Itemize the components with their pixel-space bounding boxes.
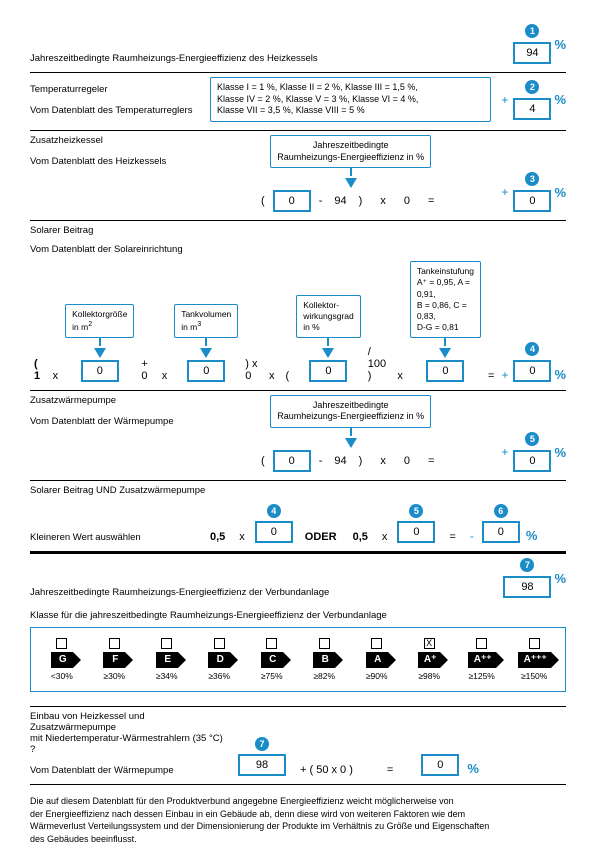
class-option[interactable]: A ≥90% bbox=[352, 638, 402, 681]
label: Jahreszeitbedingte Raumheizungs-Energiee… bbox=[30, 53, 318, 64]
class-range: ≥30% bbox=[103, 671, 125, 681]
checkbox[interactable] bbox=[319, 638, 330, 649]
class-range: ≥75% bbox=[261, 671, 283, 681]
class-option[interactable]: E ≥34% bbox=[142, 638, 192, 681]
sublabel: Vom Datenblatt des Heizkessels bbox=[30, 156, 200, 167]
label: Zusatzheizkessel bbox=[30, 135, 200, 146]
calc-mul: 0 bbox=[404, 195, 410, 207]
label: Einbau von Heizkessel und Zusatzwärmepum… bbox=[30, 711, 230, 755]
class-label: A bbox=[366, 652, 388, 668]
label: Solarer Beitrag bbox=[30, 225, 566, 236]
percent-sign: % bbox=[554, 37, 566, 52]
plus-sign: + bbox=[501, 93, 508, 107]
checkbox[interactable] bbox=[109, 638, 120, 649]
col-efficiency: Kollektor- wirkungsgrad in % 0 bbox=[296, 295, 361, 382]
row-class-selector: Klasse für die jahreszeitbedingte Raumhe… bbox=[30, 606, 566, 707]
class-option[interactable]: X A⁺ ≥98% bbox=[404, 638, 454, 681]
checkbox[interactable] bbox=[529, 638, 540, 649]
row-heatpump: Zusatzwärmepumpe Vom Datenblatt der Wärm… bbox=[30, 391, 566, 481]
sublabel: Vom Datenblatt des Temperaturreglers bbox=[30, 105, 200, 116]
checkbox[interactable] bbox=[56, 638, 67, 649]
value-7: 98 bbox=[503, 576, 551, 598]
class-option[interactable]: A⁺⁺ ≥125% bbox=[457, 638, 507, 681]
sublabel: Vom Datenblatt der Solareinrichtung bbox=[30, 244, 566, 255]
checkbox[interactable] bbox=[371, 638, 382, 649]
class-label: E bbox=[156, 652, 178, 668]
label: Temperaturregeler bbox=[30, 84, 200, 95]
row-aux-boiler: Zusatzheizkessel Vom Datenblatt des Heiz… bbox=[30, 131, 566, 221]
arrow-down-icon bbox=[345, 178, 357, 188]
class-range: <30% bbox=[51, 671, 73, 681]
plus-sign: + bbox=[501, 185, 508, 199]
percent-sign: % bbox=[554, 92, 566, 107]
row-solar: Solarer Beitrag Vom Datenblatt der Solar… bbox=[30, 221, 566, 390]
class-range: ≥90% bbox=[366, 671, 388, 681]
class-range: ≥36% bbox=[208, 671, 230, 681]
class-option[interactable]: A⁺⁺⁺ ≥150% bbox=[509, 638, 559, 681]
checkbox[interactable] bbox=[266, 638, 277, 649]
info-box: Jahreszeitbedingte Raumheizungs-Energiee… bbox=[270, 135, 431, 168]
class-option[interactable]: D ≥36% bbox=[194, 638, 244, 681]
value-4: 0 bbox=[513, 360, 551, 382]
calc-minus: 94 bbox=[334, 195, 346, 207]
class-label: B bbox=[313, 652, 335, 668]
class-label: D bbox=[208, 652, 230, 668]
label: Solarer Beitrag UND Zusatzwärmepumpe bbox=[30, 485, 566, 496]
info-box: Klasse I = 1 %, Klasse II = 2 %, Klasse … bbox=[210, 77, 491, 122]
row-temp-controller: Temperaturregeler Vom Datenblatt des Tem… bbox=[30, 73, 566, 131]
class-label: G bbox=[51, 652, 73, 668]
value-1: 94 bbox=[513, 42, 551, 64]
class-range: ≥34% bbox=[156, 671, 178, 681]
class-label: A⁺ bbox=[418, 652, 441, 668]
value-3: 0 bbox=[513, 190, 551, 212]
info-box: Jahreszeitbedingte Raumheizungs-Energiee… bbox=[270, 395, 431, 428]
class-range: ≥150% bbox=[521, 671, 547, 681]
badge-4: 4 bbox=[525, 342, 539, 356]
checkbox[interactable]: X bbox=[424, 638, 435, 649]
class-option[interactable]: B ≥82% bbox=[299, 638, 349, 681]
checkbox[interactable] bbox=[476, 638, 487, 649]
sublabel: Vom Datenblatt der Wärmepumpe bbox=[30, 765, 230, 776]
calc-a: 0 bbox=[273, 190, 311, 212]
checkbox[interactable] bbox=[214, 638, 225, 649]
class-label: A⁺⁺ bbox=[468, 652, 496, 668]
col-tank: Tankvolumen in m3 0 bbox=[174, 304, 238, 382]
row-lowtemp: Einbau von Heizkessel und Zusatzwärmepum… bbox=[30, 707, 566, 785]
class-option[interactable]: F ≥30% bbox=[89, 638, 139, 681]
class-label: C bbox=[261, 652, 283, 668]
formula-pre: ( 1 bbox=[34, 358, 42, 382]
sublabel: Vom Datenblatt der Wärmepumpe bbox=[30, 416, 200, 427]
value-2: 4 bbox=[513, 98, 551, 120]
badge-3: 3 bbox=[525, 172, 539, 186]
footer-text: Die auf diesem Datenblatt für den Produk… bbox=[30, 795, 566, 845]
badge-1: 1 bbox=[525, 24, 539, 38]
badge-7: 7 bbox=[520, 558, 534, 572]
row-boiler-efficiency: Jahreszeitbedingte Raumheizungs-Energiee… bbox=[30, 20, 566, 73]
label: Jahreszeitbedingte Raumheizungs-Energiee… bbox=[30, 587, 329, 598]
class-label: A⁺⁺⁺ bbox=[518, 652, 551, 668]
class-range: ≥82% bbox=[313, 671, 335, 681]
row-package-efficiency: Jahreszeitbedingte Raumheizungs-Energiee… bbox=[30, 554, 566, 606]
badge-5: 5 bbox=[525, 432, 539, 446]
class-option[interactable]: G <30% bbox=[37, 638, 87, 681]
col-tankclass: Tankeinstufung A⁺ = 0,95, A = 0,91, B = … bbox=[410, 261, 481, 381]
label: Zusatzwärmepumpe bbox=[30, 395, 200, 406]
row-min-select: Solarer Beitrag UND Zusatzwärmepumpe Kle… bbox=[30, 481, 566, 554]
col-collector: Kollektorgröße in m2 0 bbox=[65, 304, 134, 382]
class-range: ≥125% bbox=[468, 671, 494, 681]
percent-sign: % bbox=[554, 185, 566, 200]
badge-2: 2 bbox=[525, 80, 539, 94]
sublabel: Kleineren Wert auswählen bbox=[30, 532, 200, 543]
class-option[interactable]: C ≥75% bbox=[247, 638, 297, 681]
label: Klasse für die jahreszeitbedingte Raumhe… bbox=[30, 610, 566, 621]
value-5: 0 bbox=[513, 450, 551, 472]
class-range: ≥98% bbox=[418, 671, 440, 681]
paren-open: ( bbox=[261, 195, 265, 207]
class-label: F bbox=[103, 652, 125, 668]
checkbox[interactable] bbox=[161, 638, 172, 649]
